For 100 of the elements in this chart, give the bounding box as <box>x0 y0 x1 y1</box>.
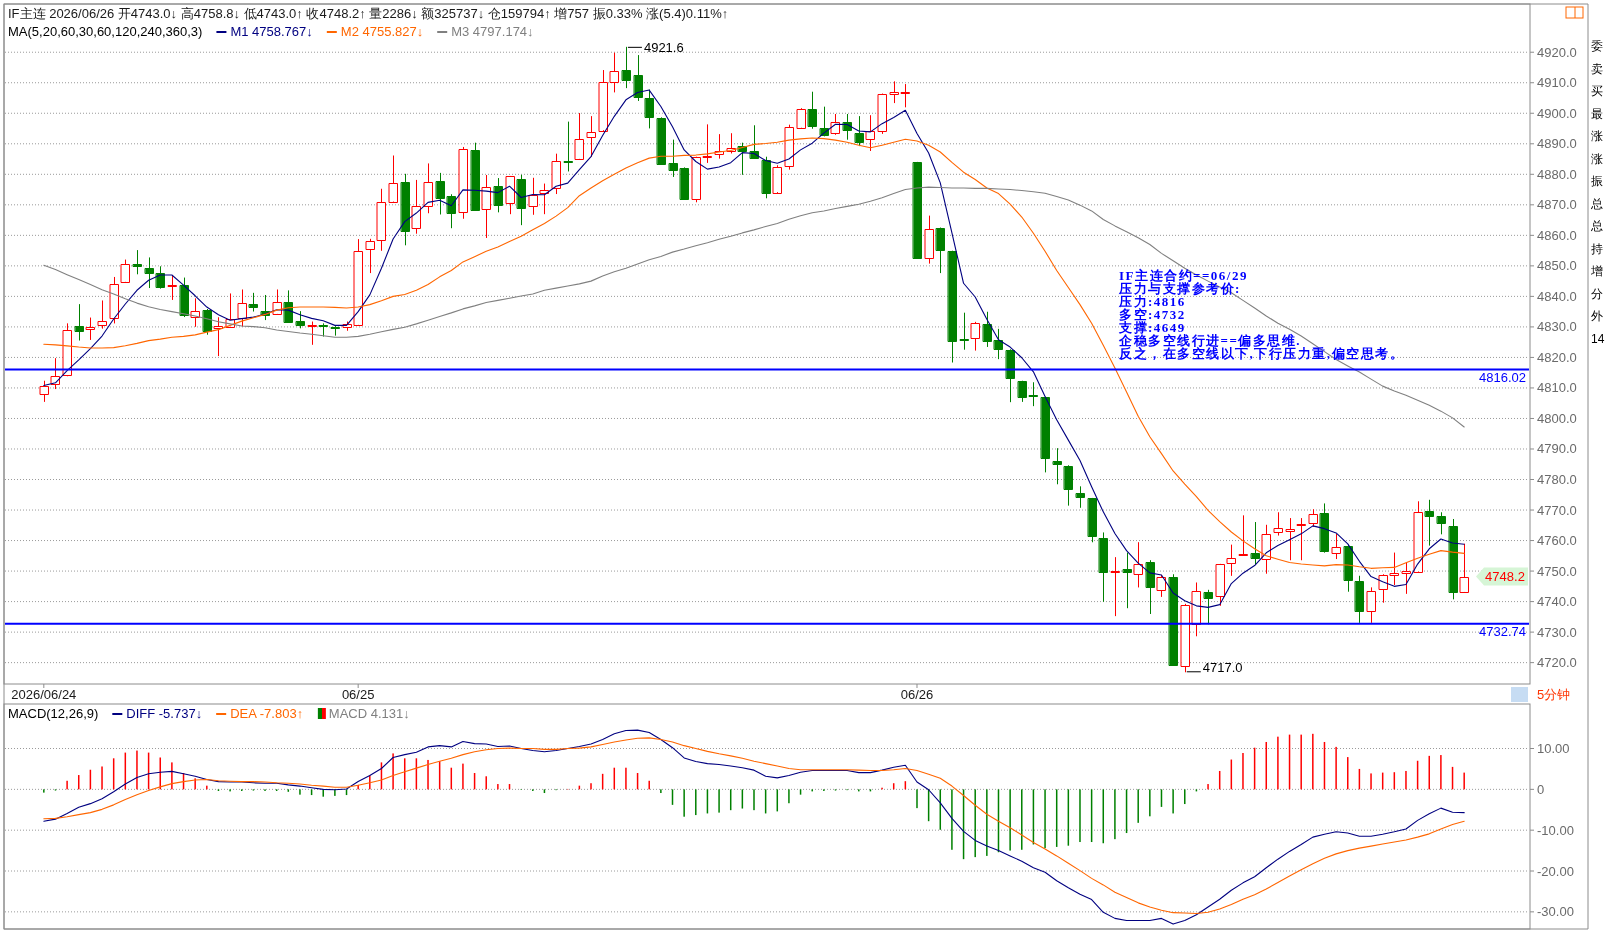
y-tick-label: 4900.0 <box>1537 105 1577 121</box>
candlestick <box>389 155 398 203</box>
candlestick <box>878 93 887 134</box>
text: 总 <box>1590 196 1603 211</box>
y-tick-label: 4810.0 <box>1537 380 1577 396</box>
x-axis-title: 5分钟 <box>1537 686 1571 702</box>
candlestick <box>447 194 456 229</box>
candlestick <box>680 167 689 200</box>
y-tick-label: 4820.0 <box>1537 349 1577 365</box>
candlestick <box>1309 509 1318 527</box>
candlestick <box>808 91 817 129</box>
candlestick <box>913 161 922 259</box>
candlestick <box>1146 560 1155 614</box>
candlestick <box>901 84 910 108</box>
candlestick <box>587 116 596 157</box>
candlestick <box>1088 497 1097 543</box>
y-tick-label: 4870.0 <box>1537 197 1577 213</box>
annotation: 反之，在多空线以下,下行压力重,偏空思考。 <box>1118 346 1405 362</box>
candlestick <box>121 259 130 283</box>
text: 总 <box>1590 219 1603 233</box>
candlestick <box>1425 499 1434 546</box>
candlestick <box>1227 544 1236 576</box>
y-tick-label: 4910.0 <box>1537 75 1577 91</box>
candlestick <box>1390 552 1399 585</box>
candlestick <box>855 116 864 147</box>
y-tick-label: -20.00 <box>1537 863 1574 879</box>
legend-title: MA(5,20,60,30,60,120,240,360,3) <box>8 24 203 39</box>
candlestick <box>1286 518 1295 561</box>
candlestick <box>1216 563 1225 606</box>
text: 涨 <box>1591 129 1603 143</box>
line-series <box>43 137 1465 569</box>
candlestick <box>168 275 177 300</box>
text: 振 <box>1591 174 1603 188</box>
candlestick <box>575 113 584 160</box>
y-tick-label: 4720.0 <box>1537 655 1577 671</box>
ref-line-label: 4816.02 <box>1479 369 1526 385</box>
candlestick <box>354 239 363 326</box>
candlestick <box>703 124 712 163</box>
candlestick <box>1099 532 1108 602</box>
candlestick <box>762 156 771 199</box>
candlestick <box>308 321 317 345</box>
candlestick <box>960 312 969 350</box>
candlestick <box>936 227 945 274</box>
candlestick <box>925 215 934 264</box>
x-tick-label: 2026/06/24 <box>11 686 77 702</box>
candlestick <box>1402 562 1411 594</box>
candlestick <box>1274 512 1283 536</box>
candlestick <box>983 311 992 347</box>
candlestick <box>366 238 375 274</box>
annotation: 4717.0 <box>1202 660 1243 676</box>
y-tick-label: 10.00 <box>1537 741 1570 757</box>
text: 最 <box>1591 106 1603 121</box>
candlestick <box>1367 587 1376 623</box>
candlestick <box>1111 557 1120 617</box>
candlestick <box>599 70 608 132</box>
candlestick <box>482 175 491 238</box>
candlestick <box>634 55 643 101</box>
candlestick <box>1192 582 1201 637</box>
candlestick <box>331 326 340 336</box>
y-tick-label: 4850.0 <box>1537 258 1577 274</box>
candlestick <box>890 81 899 104</box>
candlestick <box>506 175 515 215</box>
candlestick <box>1134 542 1143 588</box>
candlestick <box>424 163 433 214</box>
candlestick <box>214 317 223 357</box>
candlestick <box>1053 448 1062 485</box>
candlestick <box>471 142 480 211</box>
candlestick <box>1018 380 1027 402</box>
candlestick <box>494 178 503 213</box>
candlestick <box>692 156 701 203</box>
candlestick <box>797 108 806 129</box>
candlestick <box>40 380 49 402</box>
candlestick <box>1379 574 1388 603</box>
candlestick <box>1029 382 1038 407</box>
y-tick-label: 4840.0 <box>1537 288 1577 304</box>
candlestick <box>517 174 526 226</box>
candlestick <box>98 300 107 329</box>
candlestick <box>971 321 980 351</box>
candlestick <box>657 117 666 165</box>
candlestick <box>133 250 142 275</box>
x-tick-label: 06/26 <box>900 686 934 702</box>
candlestick <box>669 139 678 177</box>
candlestick <box>75 304 84 341</box>
candlestick <box>773 165 782 194</box>
candlestick <box>145 257 154 289</box>
candlestick <box>436 172 445 215</box>
text: 14 <box>1591 331 1605 346</box>
candlestick <box>412 179 421 234</box>
candlestick <box>948 250 957 363</box>
text: 增 <box>1590 264 1603 278</box>
candlestick <box>1297 518 1306 561</box>
candlestick <box>1076 486 1085 508</box>
candlestick <box>622 46 631 89</box>
y-tick-label: 4880.0 <box>1537 166 1577 182</box>
legend-title: MACD(12,26,9) <box>8 706 99 721</box>
text: 分 <box>1591 286 1603 301</box>
candlestick <box>1320 503 1329 553</box>
y-tick-label: 4730.0 <box>1537 624 1577 640</box>
candlestick <box>1123 552 1132 609</box>
line-series <box>43 186 1465 428</box>
